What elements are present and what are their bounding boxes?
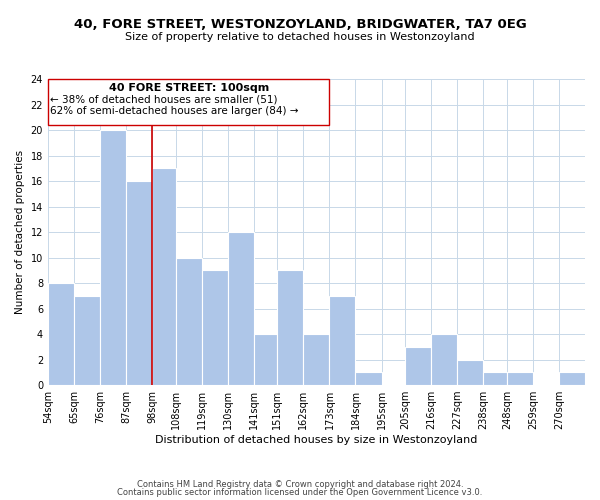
Text: 40, FORE STREET, WESTONZOYLAND, BRIDGWATER, TA7 0EG: 40, FORE STREET, WESTONZOYLAND, BRIDGWAT… bbox=[74, 18, 526, 30]
Bar bbox=[483, 372, 507, 385]
Bar bbox=[228, 232, 254, 385]
Bar bbox=[329, 296, 355, 385]
Bar bbox=[355, 372, 382, 385]
Bar bbox=[126, 181, 152, 385]
X-axis label: Distribution of detached houses by size in Westonzoyland: Distribution of detached houses by size … bbox=[155, 435, 478, 445]
Text: 40 FORE STREET: 100sqm: 40 FORE STREET: 100sqm bbox=[109, 83, 269, 93]
Bar bbox=[48, 283, 74, 385]
Bar bbox=[457, 360, 483, 385]
Bar bbox=[559, 372, 585, 385]
Text: 62% of semi-detached houses are larger (84) →: 62% of semi-detached houses are larger (… bbox=[50, 106, 299, 116]
Bar bbox=[152, 168, 176, 385]
Bar bbox=[100, 130, 126, 385]
Text: Size of property relative to detached houses in Westonzoyland: Size of property relative to detached ho… bbox=[125, 32, 475, 42]
Bar bbox=[176, 258, 202, 385]
Bar bbox=[202, 270, 228, 385]
Bar bbox=[277, 270, 304, 385]
Text: ← 38% of detached houses are smaller (51): ← 38% of detached houses are smaller (51… bbox=[50, 94, 278, 104]
Bar bbox=[405, 347, 431, 385]
Bar bbox=[431, 334, 457, 385]
Bar bbox=[304, 334, 329, 385]
Text: Contains public sector information licensed under the Open Government Licence v3: Contains public sector information licen… bbox=[118, 488, 482, 497]
Y-axis label: Number of detached properties: Number of detached properties bbox=[15, 150, 25, 314]
Bar bbox=[254, 334, 277, 385]
Text: Contains HM Land Registry data © Crown copyright and database right 2024.: Contains HM Land Registry data © Crown c… bbox=[137, 480, 463, 489]
Bar bbox=[74, 296, 100, 385]
FancyBboxPatch shape bbox=[48, 79, 329, 125]
Bar bbox=[507, 372, 533, 385]
